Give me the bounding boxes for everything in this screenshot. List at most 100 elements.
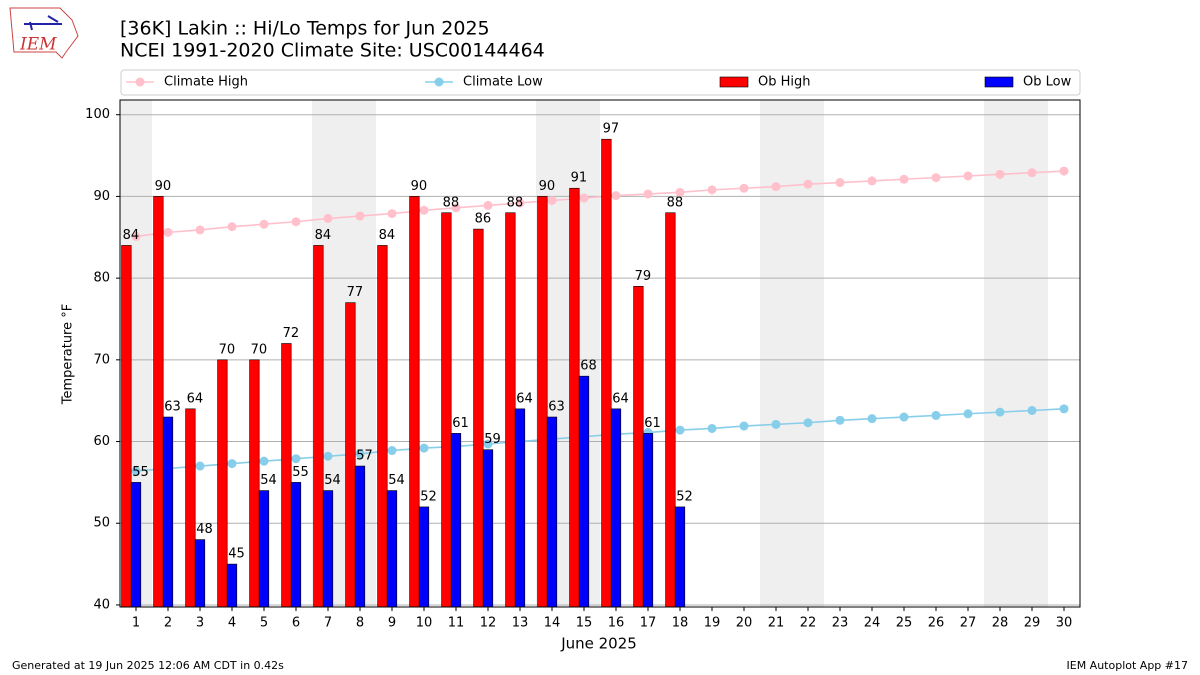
- x-tick-label: 15: [576, 616, 593, 631]
- weekend-shade: [1016, 100, 1048, 607]
- point: [867, 414, 877, 424]
- data-label: 88: [507, 195, 524, 210]
- x-tick-label: 29: [1024, 616, 1041, 631]
- data-label: 54: [388, 473, 405, 488]
- logo-text: IEM: [19, 35, 57, 55]
- point: [1059, 404, 1069, 414]
- x-tick-label: 24: [864, 616, 881, 631]
- x-tick-label: 18: [672, 616, 689, 631]
- bar: [258, 490, 270, 608]
- point: [707, 185, 717, 195]
- data-label: 61: [644, 416, 661, 431]
- data-label: 88: [667, 195, 684, 210]
- data-label: 77: [347, 285, 364, 300]
- y-tick-label: 40: [93, 597, 110, 612]
- data-label: 68: [580, 359, 597, 374]
- point: [451, 203, 461, 213]
- x-tick-label: 3: [196, 616, 204, 631]
- legend-swatch: [719, 76, 749, 88]
- point: [419, 443, 429, 453]
- point: [195, 225, 205, 235]
- y-tick-label: 80: [93, 271, 110, 286]
- legend-marker: [434, 77, 444, 87]
- data-label: 88: [443, 195, 460, 210]
- x-tick-label: 12: [480, 616, 497, 631]
- chart-title: [36K] Lakin :: Hi/Lo Temps for Jun 2025: [120, 18, 490, 40]
- bar: [665, 212, 676, 608]
- point: [995, 407, 1005, 417]
- x-tick-label: 26: [928, 616, 945, 631]
- y-tick-label: 60: [93, 434, 110, 449]
- x-tick-label: 16: [608, 616, 625, 631]
- bar: [418, 506, 430, 608]
- data-label: 45: [228, 547, 245, 562]
- point: [803, 179, 813, 189]
- data-label: 72: [283, 326, 300, 341]
- point: [771, 419, 781, 429]
- bar: [482, 449, 494, 608]
- point: [771, 182, 781, 192]
- point: [291, 454, 301, 464]
- data-label: 54: [324, 473, 341, 488]
- point: [387, 209, 397, 219]
- footer-left: Generated at 19 Jun 2025 12:06 AM CDT in…: [12, 659, 284, 672]
- legend-marker: [135, 77, 145, 87]
- data-label: 79: [635, 269, 652, 284]
- bar: [345, 302, 356, 608]
- bar: [153, 196, 164, 608]
- data-label: 55: [292, 465, 309, 480]
- bar: [194, 539, 206, 608]
- weekend-shade: [760, 100, 792, 607]
- data-label: 57: [356, 449, 373, 464]
- point: [675, 187, 685, 197]
- footer-right: IEM Autoplot App #17: [1067, 659, 1189, 672]
- bar: [674, 506, 686, 608]
- point: [419, 205, 429, 215]
- data-label: 64: [516, 391, 533, 406]
- x-tick-label: 9: [388, 616, 396, 631]
- x-tick-label: 1: [132, 616, 140, 631]
- data-label: 70: [251, 342, 268, 357]
- point: [579, 193, 589, 203]
- plot-frame: [119, 99, 1081, 608]
- data-label: 63: [164, 400, 181, 415]
- legend-swatch: [984, 76, 1014, 88]
- bar: [322, 490, 334, 608]
- x-tick-label: 22: [800, 616, 817, 631]
- x-axis-label: June 2025: [560, 635, 637, 653]
- bar: [377, 245, 388, 608]
- x-tick-label: 17: [640, 616, 657, 631]
- y-tick-label: 50: [93, 516, 110, 531]
- point: [1059, 166, 1069, 176]
- y-axis-label: Temperature °F: [61, 304, 76, 405]
- point: [1027, 405, 1037, 415]
- data-label: 90: [411, 179, 428, 194]
- bar: [354, 465, 366, 608]
- weekend-shade: [984, 100, 1016, 607]
- bar: [281, 343, 292, 608]
- bar: [313, 245, 324, 608]
- x-tick-label: 21: [768, 616, 785, 631]
- data-label: 97: [603, 122, 620, 137]
- x-tick-label: 2: [164, 616, 172, 631]
- bar: [569, 187, 580, 608]
- data-label: 55: [132, 465, 149, 480]
- y-tick-label: 100: [85, 107, 110, 122]
- y-tick-label: 70: [93, 352, 110, 367]
- data-label: 59: [484, 432, 501, 447]
- legend-label: Ob High: [758, 75, 811, 90]
- point: [323, 213, 333, 223]
- bar: [249, 359, 260, 608]
- bar: [185, 408, 196, 608]
- data-label: 84: [379, 228, 396, 243]
- data-label: 86: [475, 212, 492, 227]
- x-tick-label: 19: [704, 616, 721, 631]
- bar: [505, 212, 516, 608]
- point: [131, 231, 141, 241]
- point: [739, 421, 749, 431]
- x-tick-label: 20: [736, 616, 753, 631]
- x-tick-label: 25: [896, 616, 913, 631]
- bar: [546, 416, 558, 608]
- bar: [633, 285, 644, 608]
